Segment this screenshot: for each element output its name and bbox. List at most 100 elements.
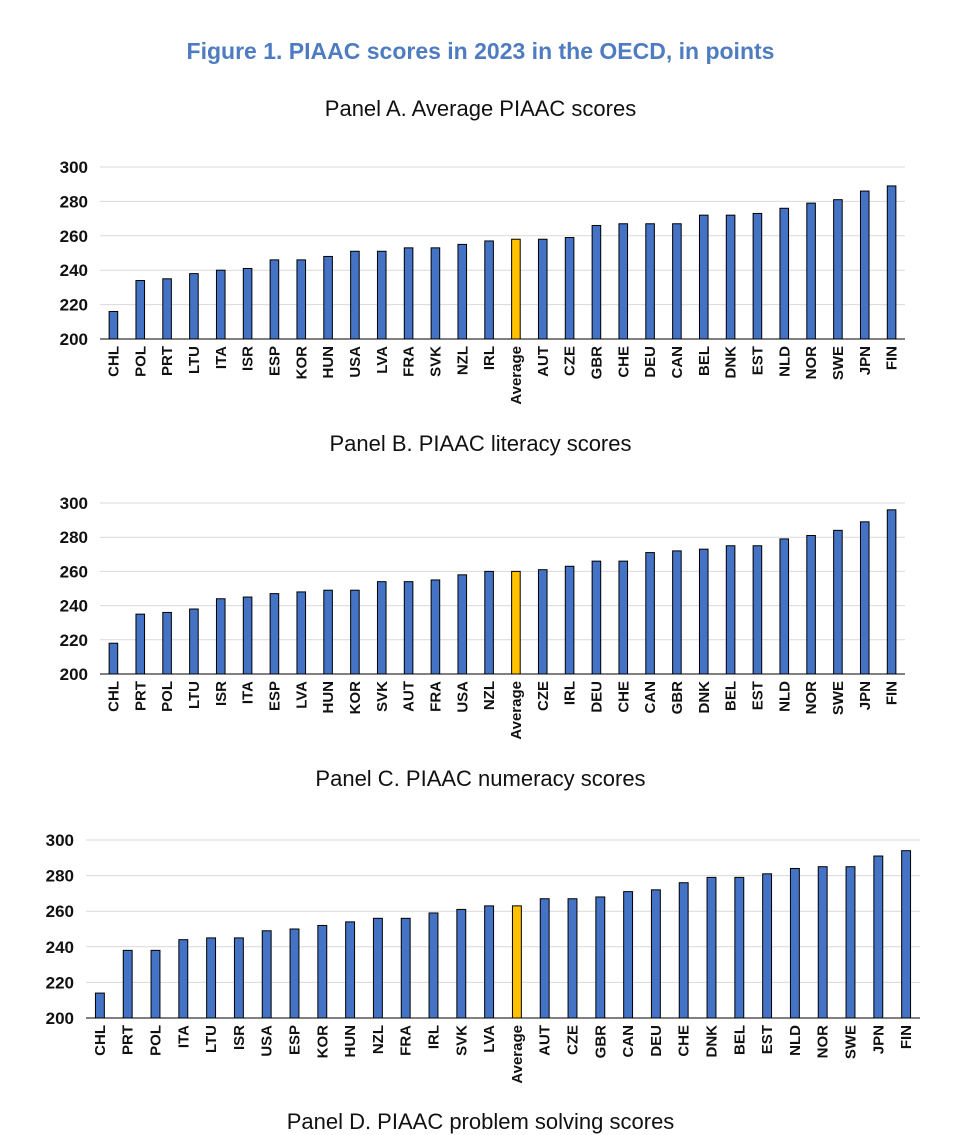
x-tick-label: CAN: [669, 346, 686, 379]
x-tick-label: BEL: [723, 681, 740, 711]
y-tick-label: 200: [60, 330, 88, 349]
bar-hun: [323, 589, 333, 675]
bar-can: [623, 891, 634, 1019]
x-tick-label: SVK: [374, 681, 391, 712]
bar-fra: [403, 247, 414, 340]
x-tick-label: CZE: [535, 681, 552, 711]
bar-nld: [779, 207, 790, 340]
bar-swe: [845, 866, 856, 1019]
bar-chl: [108, 642, 119, 675]
x-tick-label: NOR: [803, 346, 820, 380]
bar-isr: [233, 937, 244, 1019]
x-tick-label: EST: [759, 1025, 776, 1054]
x-tick-label: AUT: [535, 346, 552, 377]
bar-cze: [567, 898, 578, 1019]
x-tick-label: ISR: [240, 346, 257, 371]
x-tick-label: DEU: [642, 346, 659, 378]
x-tick-label: LTU: [186, 681, 203, 709]
x-tick-label: IRL: [426, 1025, 443, 1049]
x-tick-label: SVK: [453, 1025, 470, 1056]
x-tick-label: CZE: [565, 1025, 582, 1055]
panel-a-chart: 200 220 240 260 280 300 CHL POL PRT LTU ITA ISR ESP K…: [60, 158, 905, 405]
bar-nzl: [372, 917, 383, 1019]
x-tick-label: POL: [148, 1025, 165, 1056]
panel-a-title: Panel A. Average PIAAC scores: [324, 96, 637, 121]
x-tick-label: CHE: [615, 681, 632, 713]
bar-lva: [484, 905, 495, 1019]
x-tick-label: ITA: [240, 681, 257, 704]
x-tick-label: LVA: [374, 346, 391, 374]
bar-deu: [645, 223, 655, 340]
bar-est: [752, 545, 763, 675]
bar-isr: [215, 598, 226, 675]
x-tick-label: Average: [508, 681, 525, 740]
bar-cze: [564, 237, 575, 340]
panel-b-chart: 200 220 240 260 280 300 CHL PRT POL LTU ISR ITA ESP L…: [60, 494, 905, 740]
bar-cze: [537, 569, 548, 675]
x-tick-label: KOR: [314, 1025, 331, 1059]
bar-prt: [135, 613, 146, 675]
bar-jpn: [859, 190, 870, 340]
bar-jpn: [873, 855, 884, 1019]
x-tick-label: EST: [749, 346, 766, 375]
bar-esp: [289, 928, 300, 1019]
x-tick-label: HUN: [320, 681, 337, 714]
x-tick-label: GBR: [669, 681, 686, 715]
x-tick-label: LTU: [186, 346, 203, 374]
x-tick-label: ESP: [266, 346, 283, 376]
x-tick-label: Average: [509, 1025, 526, 1084]
bar-prt: [122, 949, 133, 1019]
x-tick-label: AUT: [537, 1025, 554, 1056]
x-tick-label: AUT: [401, 681, 418, 712]
bar-jpn: [859, 521, 870, 675]
x-tick-label: NZL: [481, 681, 498, 710]
bar-gbr: [595, 896, 606, 1019]
bar-swe: [833, 199, 843, 340]
bar-irl: [564, 565, 575, 675]
bar-pol: [162, 611, 172, 675]
x-tick-label: GBR: [588, 346, 605, 380]
y-tick-label: 260: [60, 227, 88, 246]
x-tick-label: USA: [454, 681, 471, 713]
bar-che: [618, 560, 629, 675]
y-tick-label: 300: [60, 494, 88, 513]
bar-usa: [350, 250, 360, 340]
x-tick-label: BEL: [696, 346, 713, 376]
bar-ita: [215, 269, 226, 340]
bar-ita: [178, 939, 189, 1019]
panel-b-title: Panel B. PIAAC literacy scores: [329, 431, 632, 456]
x-tick-label: DNK: [704, 1025, 721, 1058]
bar-che: [618, 223, 629, 340]
figure-title: Figure 1. PIAAC scores in 2023 in the OE…: [186, 38, 775, 64]
bar-ltu: [189, 608, 199, 675]
y-tick-label: 280: [46, 867, 74, 886]
bar-nzl: [484, 570, 494, 675]
bar-esp: [269, 593, 280, 675]
bar-swe: [833, 529, 843, 675]
x-tick-label: POL: [159, 681, 176, 712]
bar-aut: [539, 898, 550, 1019]
bar-can: [645, 552, 655, 675]
x-tick-label: SWE: [843, 1025, 860, 1059]
x-tick-label: PRT: [159, 346, 176, 376]
bar-lva: [296, 591, 307, 675]
bar-dnk: [706, 876, 717, 1019]
bar-irl: [484, 240, 494, 340]
x-tick-label: JPN: [857, 681, 874, 710]
x-tick-label: NLD: [776, 346, 793, 377]
bar-average: [511, 905, 522, 1019]
x-tick-label: PRT: [120, 1025, 137, 1055]
x-tick-label: CHE: [615, 346, 632, 378]
x-tick-label: NLD: [776, 681, 793, 712]
x-tick-label: IRL: [562, 681, 579, 705]
x-tick-label: JPN: [857, 346, 874, 375]
x-tick-label: SVK: [427, 346, 444, 377]
bar-dnk: [698, 548, 709, 675]
bar-can: [672, 223, 682, 340]
bar-usa: [457, 574, 468, 675]
bar-chl: [94, 992, 105, 1019]
bar-usa: [261, 930, 272, 1019]
x-tick-label: ESP: [287, 1025, 304, 1055]
x-tick-label: FRA: [401, 346, 418, 377]
y-tick-label: 200: [46, 1009, 74, 1028]
